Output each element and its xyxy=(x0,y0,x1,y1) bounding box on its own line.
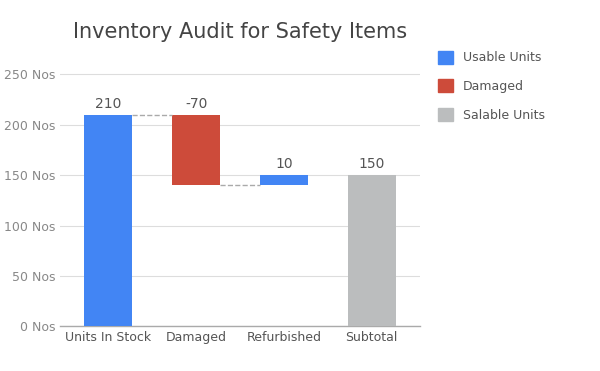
Bar xyxy=(260,175,308,186)
Text: 150: 150 xyxy=(359,157,385,171)
Bar xyxy=(347,175,396,326)
Text: 10: 10 xyxy=(275,157,293,171)
Legend: Usable Units, Damaged, Salable Units: Usable Units, Damaged, Salable Units xyxy=(438,51,545,122)
Text: 210: 210 xyxy=(95,97,121,111)
Bar xyxy=(84,115,133,326)
Text: Inventory Audit for Safety Items: Inventory Audit for Safety Items xyxy=(73,22,407,42)
Text: -70: -70 xyxy=(185,97,207,111)
Bar xyxy=(172,115,220,186)
